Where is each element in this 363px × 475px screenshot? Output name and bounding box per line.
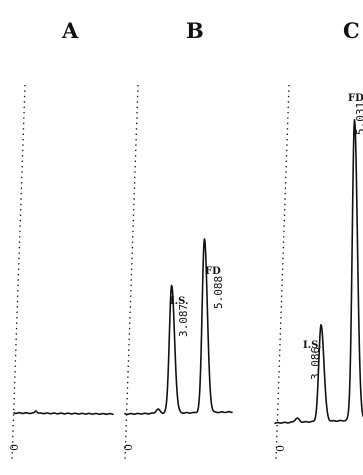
- injection-marker-a: [11, 84, 26, 461]
- trace-a: [13, 410, 114, 416]
- panel-label-b: B: [186, 18, 204, 43]
- peak-rt-fd-c: 5.031: [354, 102, 363, 135]
- panel-label-c: C: [343, 18, 360, 43]
- injection-marker-c: [275, 84, 290, 461]
- trace-b: [124, 238, 233, 416]
- peak-name-is-c: I.S.: [303, 340, 322, 351]
- peak-name-fd-c: FD: [348, 93, 363, 104]
- x-start-label-b: 0: [122, 444, 135, 451]
- panel-a: A 0: [8, 18, 114, 461]
- x-start-label-c: 0: [274, 445, 287, 452]
- x-start-label-a: 0: [8, 444, 21, 451]
- peak-rt-is-b: 3.087: [177, 304, 190, 337]
- panel-b: B 0 I.S. 3.087 FD 5.088: [122, 18, 233, 461]
- peak-name-is-b: I.S.: [170, 296, 189, 307]
- peak-rt-is-c: 3.086: [309, 347, 322, 380]
- peak-rt-fd-b: 5.088: [212, 276, 225, 309]
- panel-label-a: A: [61, 18, 79, 43]
- injection-marker-b: [124, 84, 139, 461]
- trace-c: [274, 119, 363, 424]
- peak-name-fd-b: FD: [205, 266, 221, 277]
- panel-c: C 0 I.S. 3.086 FD 5.031: [274, 18, 363, 461]
